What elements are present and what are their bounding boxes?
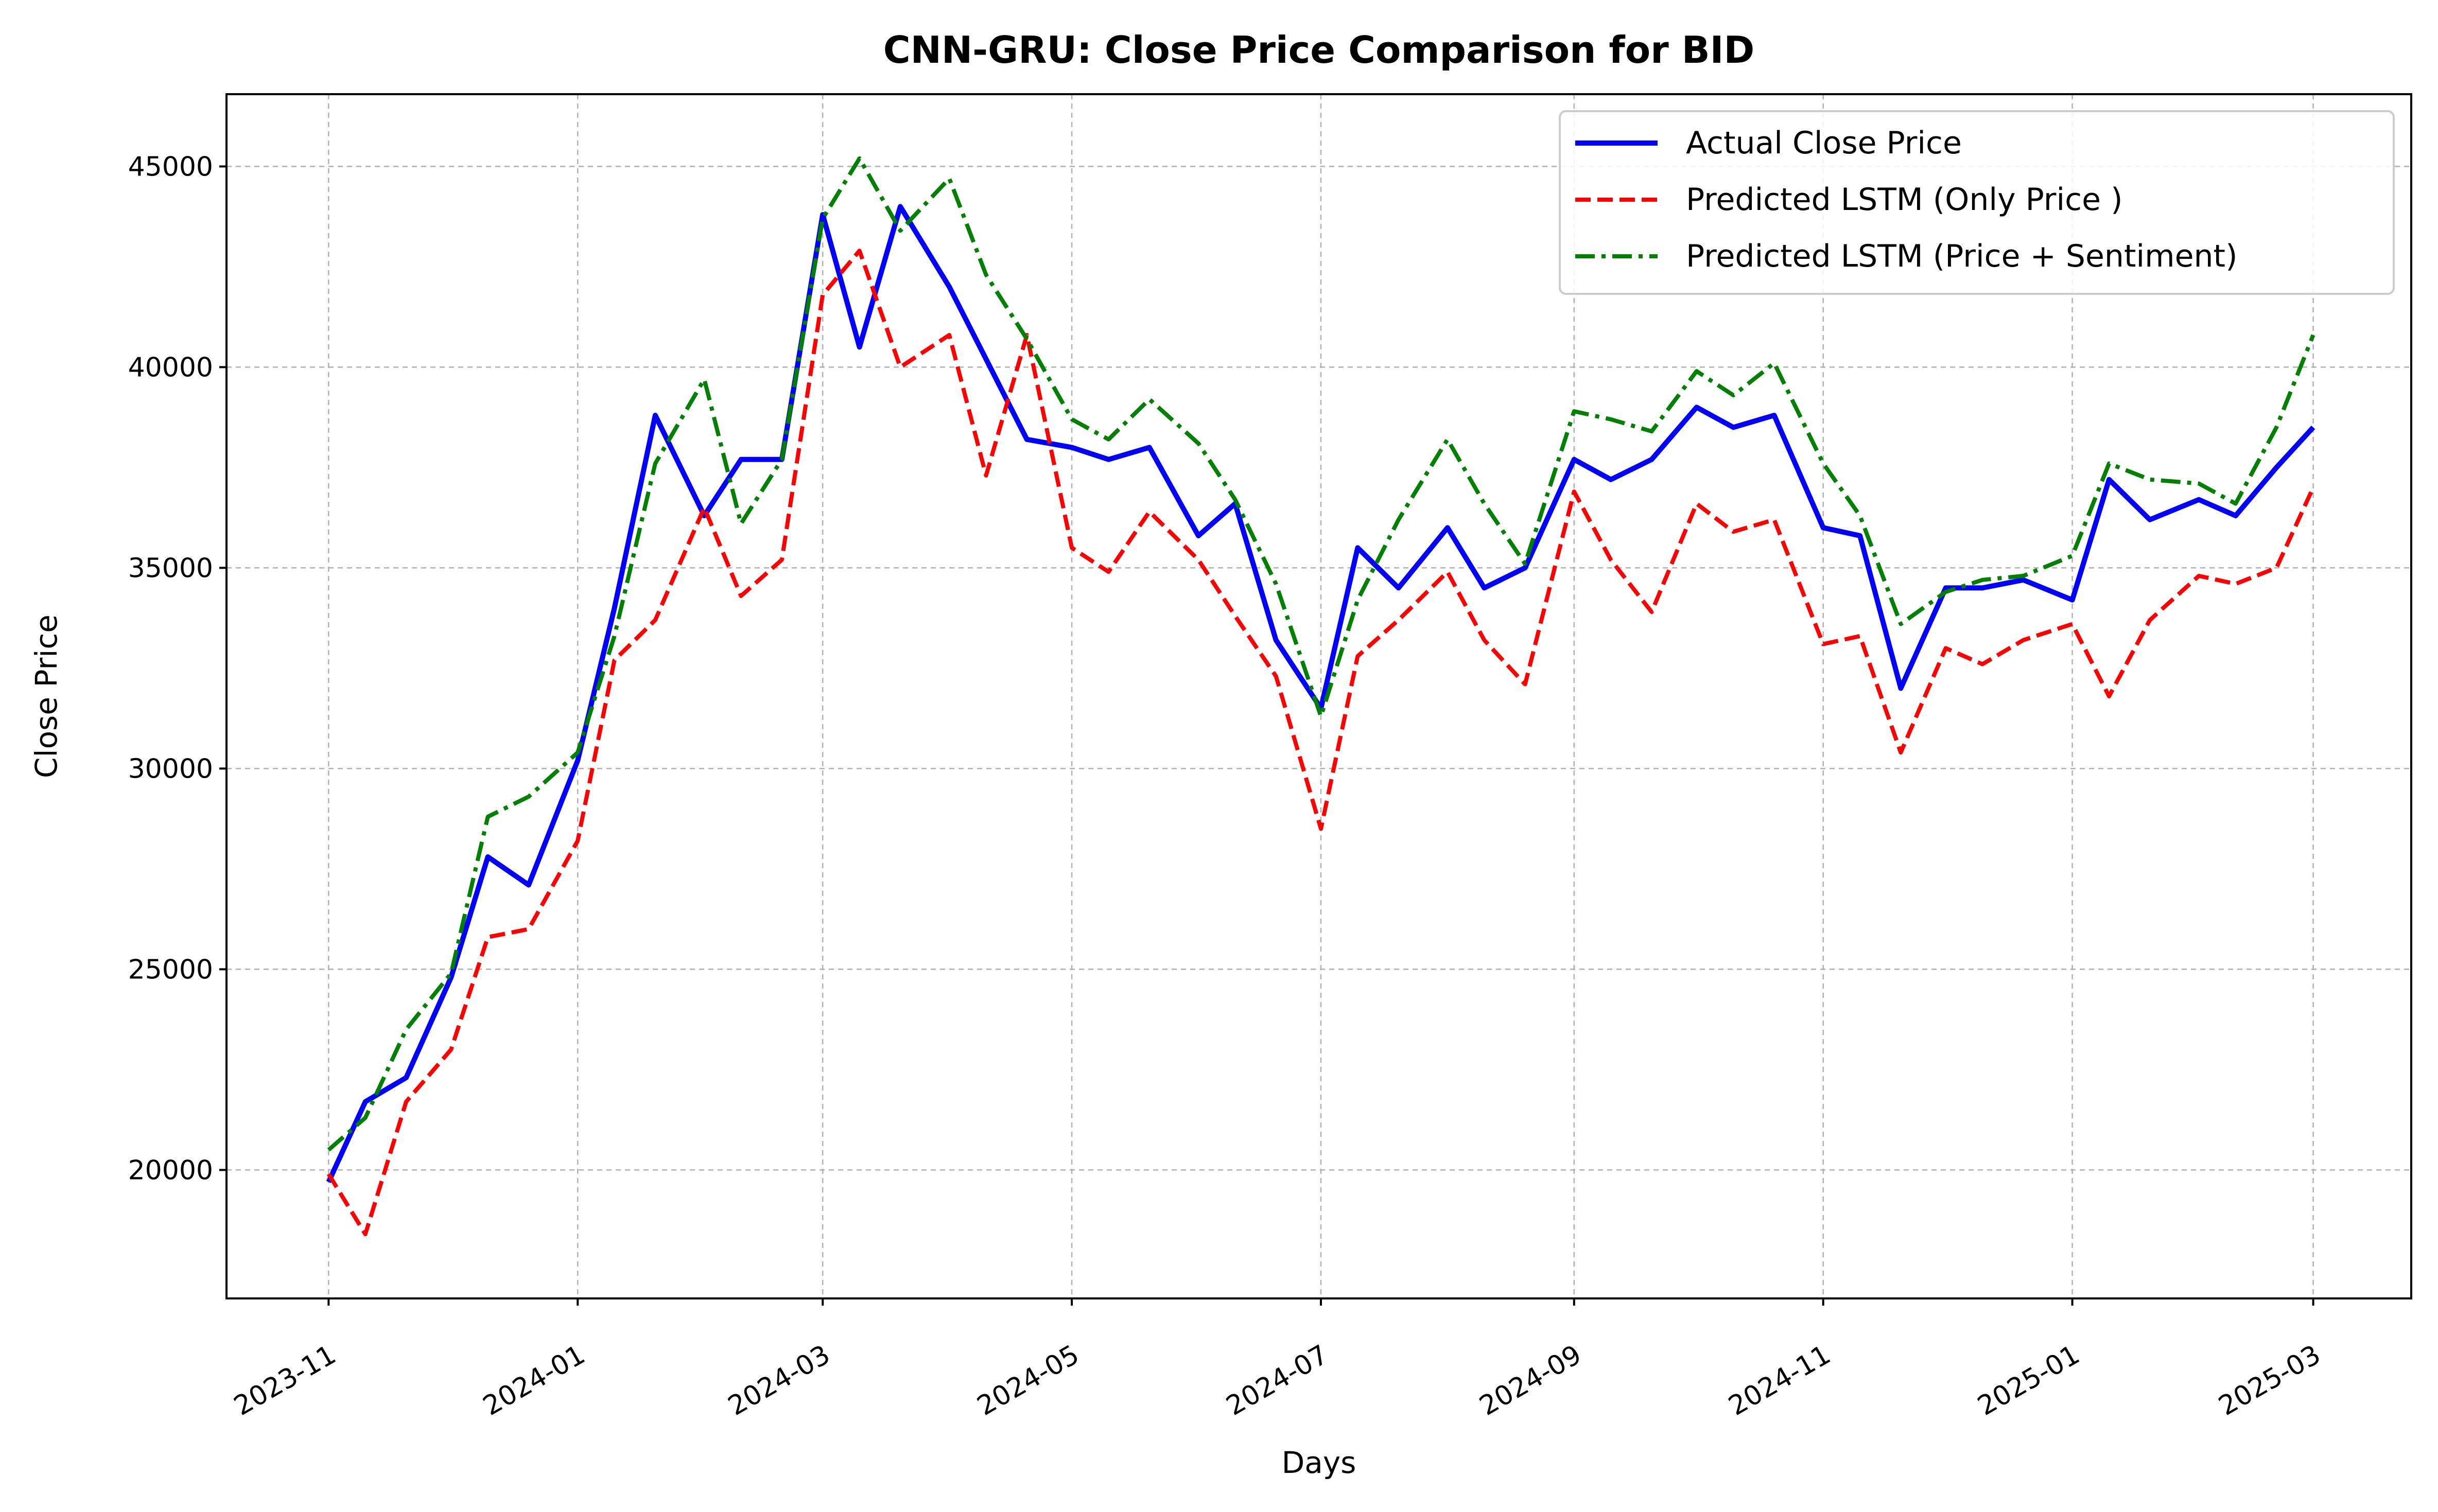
legend-label-actual: Actual Close Price (1686, 125, 1962, 161)
y-axis-label: Close Price (29, 614, 64, 778)
chart-title: CNN-GRU: Close Price Comparison for BID (883, 28, 1754, 72)
y-tick-label: 35000 (128, 553, 213, 584)
plot-lines (326, 156, 2315, 1237)
y-tick-label: 25000 (128, 954, 213, 985)
legend-label-sentiment: Predicted LSTM (Price + Sentiment) (1686, 238, 2237, 274)
y-tick-label: 20000 (128, 1155, 213, 1186)
y-tick-label: 30000 (128, 753, 213, 784)
y-tick-label: 40000 (128, 352, 213, 383)
legend-box (1559, 110, 2395, 295)
legend-label-only-price: Predicted LSTM (Only Price ) (1686, 182, 2123, 218)
y-axis-ticks: 20000 25000 30000 35000 40000 45000 (128, 151, 227, 1186)
y-tick-label: 45000 (128, 151, 213, 182)
series-line-1 (326, 249, 2315, 1237)
x-axis-label: Days (1282, 1445, 1356, 1480)
series-line-2 (327, 156, 2315, 1152)
legend: Actual Close Price Predicted LSTM (Only … (1559, 110, 2395, 295)
series-line-0 (326, 204, 2315, 1183)
plot-frame (225, 93, 2412, 1299)
